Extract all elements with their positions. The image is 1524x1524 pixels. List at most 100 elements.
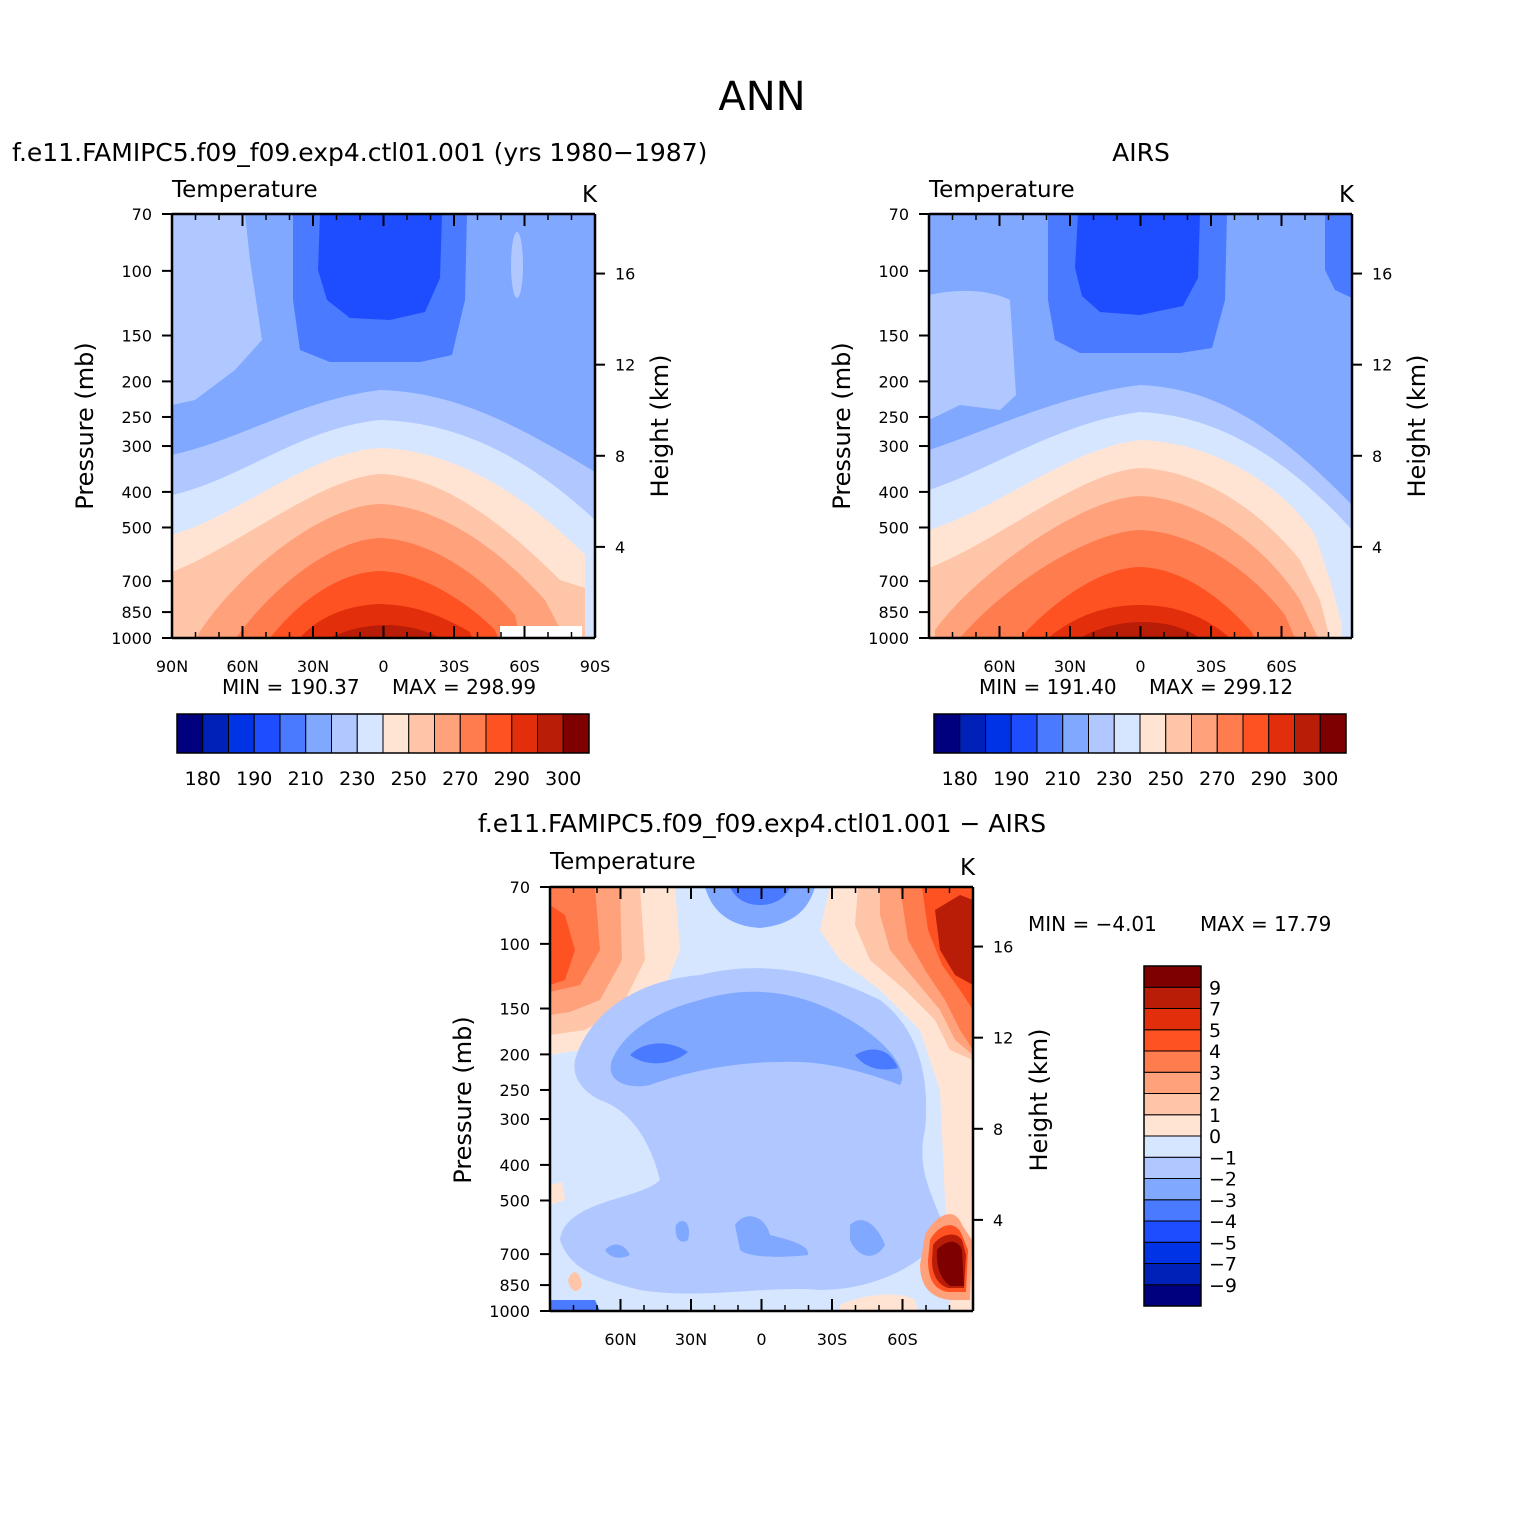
colorbar-box-7 (1143, 1135, 1202, 1158)
colorbar-box-13 (1268, 713, 1295, 754)
colorbar-box-7 (356, 713, 384, 754)
colorbar-label-6: 290 (1251, 768, 1287, 790)
colorbar-box-1 (202, 713, 229, 754)
height-tick-label-1: 12 (1372, 356, 1392, 375)
colorbar-box-14 (537, 713, 564, 754)
pressure-tick-label-6: 400 (878, 483, 909, 502)
lat-tick-label-3: 30S (817, 1330, 848, 1349)
lat-tick-label-4: 30S (439, 657, 470, 676)
colorbar-label-6: −1 (1209, 1147, 1237, 1169)
pressure-tick-label-7: 500 (121, 518, 152, 537)
colorbar-box-15 (1319, 713, 1347, 754)
colorbar-label-7: 300 (1302, 768, 1338, 790)
colorbar-box-12 (1242, 713, 1270, 754)
pressure-tick-label-5: 300 (499, 1110, 530, 1129)
lat-tick-label-2: 0 (756, 1330, 766, 1349)
colorbar-box-2 (985, 713, 1012, 754)
diff-band-top-80a8ff (705, 887, 815, 928)
colorbar-label-5: 270 (1199, 768, 1235, 790)
pressure-tick-label-0: 70 (510, 878, 530, 897)
pressure-tick-label-7: 500 (499, 1191, 530, 1210)
pressure-tick-label-2: 150 (121, 327, 152, 346)
panel-model-field (172, 214, 595, 638)
figure-title: ANN (718, 74, 805, 120)
colorbar-box-1 (1143, 1263, 1202, 1286)
colorbar-label-13: 7 (1209, 999, 1221, 1021)
colorbar-box-2 (228, 713, 255, 754)
pressure-tick-label-9: 850 (121, 603, 152, 622)
lat-tick-label-2: 0 (1135, 657, 1145, 676)
model-y2label: Height (km) (646, 355, 674, 498)
colorbar-label-0: 180 (185, 768, 221, 790)
diff-surface-warm-left (568, 1272, 582, 1292)
pressure-tick-label-4: 250 (878, 408, 909, 427)
colorbar-box-12 (1143, 1029, 1202, 1052)
colorbar-label-0: −9 (1209, 1275, 1237, 1297)
diff-lower-patch-3 (675, 1220, 690, 1242)
colorbar-box-5 (1062, 713, 1089, 754)
model-missing-data (500, 626, 582, 638)
colorbar-box-4 (1036, 713, 1064, 754)
colorbar-box-11 (1143, 1050, 1202, 1073)
colorbar-box-3 (253, 713, 281, 754)
pressure-tick-label-5: 300 (878, 437, 909, 456)
colorbar-label-1: 190 (236, 768, 272, 790)
obs-y2label: Height (km) (1403, 355, 1431, 498)
diff-small-warm-left (550, 1182, 565, 1205)
colorbar-box-3 (1010, 713, 1038, 754)
height-tick-label-3: 4 (1372, 538, 1382, 557)
panel-obs-variable: Temperature (928, 177, 1075, 203)
diff-max: MAX = 17.79 (1200, 912, 1331, 936)
panel-obs: AIRS Temperature K 70 100 150 200 250 300 400 5… (828, 138, 1431, 790)
diff-surface-warm-right (840, 1294, 918, 1311)
diff-ylabel: Pressure (mb) (449, 1016, 477, 1183)
pressure-tick-label-0: 70 (889, 205, 909, 224)
pressure-tick-label-8: 700 (878, 572, 909, 591)
lat-tick-label-1: 30N (675, 1330, 707, 1349)
model-band-e32e0b (300, 604, 472, 638)
pressure-tick-label-7: 500 (878, 518, 909, 537)
lat-tick-label-0: 60N (604, 1330, 636, 1349)
colorbar-label-8: 1 (1209, 1105, 1221, 1127)
obs-band-right-patch (1325, 214, 1352, 298)
panel-model-title: f.e11.FAMIPC5.f09_f09.exp4.ctl01.001 (yr… (12, 138, 707, 167)
pressure-tick-label-6: 400 (121, 483, 152, 502)
pressure-tick-label-6: 400 (499, 1156, 530, 1175)
colorbar-box-8 (1143, 1114, 1202, 1137)
panel-obs-field (929, 214, 1352, 638)
colorbar-box-6 (1143, 1156, 1202, 1179)
colorbar-label-5: −2 (1209, 1169, 1237, 1191)
obs-band-high-lat-upper (929, 290, 1016, 420)
colorbar-box-11 (1216, 713, 1244, 754)
panel-obs-units: K (1339, 182, 1355, 208)
colorbar-box-8 (1139, 713, 1167, 754)
pressure-tick-label-1: 100 (878, 262, 909, 281)
height-tick-label-1: 12 (615, 356, 635, 375)
colorbar-box-8 (382, 713, 410, 754)
colorbar-label-6: 290 (494, 768, 530, 790)
pressure-tick-label-8: 700 (499, 1245, 530, 1264)
colorbar-label-0: 180 (942, 768, 978, 790)
diff-left-lobe-4 (550, 905, 575, 985)
colorbar-box-10 (1143, 1071, 1202, 1094)
colorbar-box-13 (511, 713, 538, 754)
colorbar-frame (1143, 965, 1202, 1307)
diff-band-1e4dff-left (630, 1043, 688, 1064)
diff-band-80a8ff-main (610, 991, 903, 1087)
panel-model-units: K (582, 182, 598, 208)
colorbar-box-3 (1143, 1220, 1202, 1243)
colorbar-box-5 (305, 713, 332, 754)
diff-lower-patch-2 (850, 1220, 885, 1256)
diff-right-lobe-5 (935, 895, 973, 985)
colorbar-label-4: 250 (1148, 768, 1184, 790)
colorbar-box-12 (485, 713, 513, 754)
lat-tick-label-5: 60S (509, 657, 540, 676)
pressure-tick-label-3: 200 (499, 1045, 530, 1064)
panel-diff-units: K (960, 855, 976, 881)
pressure-tick-label-8: 700 (121, 572, 152, 591)
obs-ylabel: Pressure (mb) (828, 342, 856, 509)
height-tick-label-2: 8 (993, 1120, 1003, 1139)
colorbar-box-4 (1143, 1199, 1202, 1222)
